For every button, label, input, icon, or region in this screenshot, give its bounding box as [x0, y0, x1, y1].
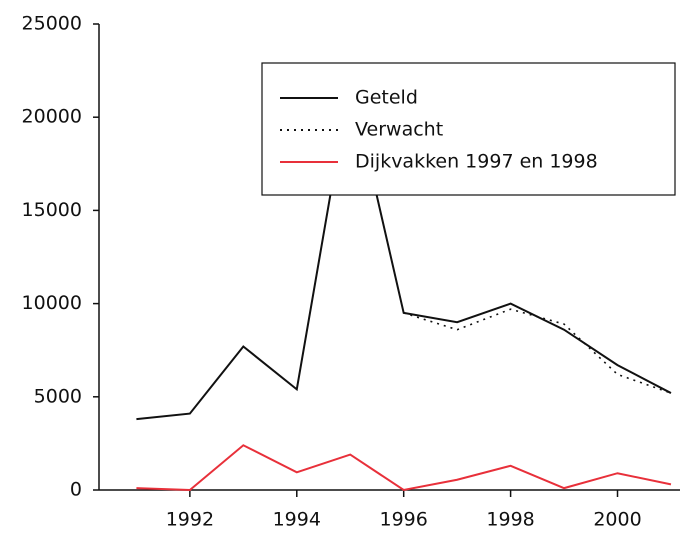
- x-tick-label: 1998: [486, 509, 534, 531]
- legend-label: Dijkvakken 1997 en 1998: [355, 151, 598, 173]
- y-tick-label: 20000: [22, 106, 82, 128]
- series-line: [403, 308, 672, 394]
- series-line: [136, 444, 672, 492]
- x-tick-label: 1994: [273, 509, 321, 531]
- y-tick-label: 0: [70, 479, 82, 501]
- y-tick-label: 10000: [22, 292, 82, 314]
- x-tick-label: 2000: [593, 509, 641, 531]
- y-tick-label: 15000: [22, 199, 82, 221]
- y-tick-label: 25000: [22, 13, 82, 35]
- legend-label: Verwacht: [355, 119, 443, 141]
- y-tick-label: 5000: [34, 385, 82, 407]
- legend: Geteld Verwacht Dijkvakken 1997 en 1998: [261, 62, 676, 196]
- x-tick-label: 1992: [166, 509, 214, 531]
- x-tick-label: 1996: [380, 509, 428, 531]
- legend-label: Geteld: [355, 87, 418, 109]
